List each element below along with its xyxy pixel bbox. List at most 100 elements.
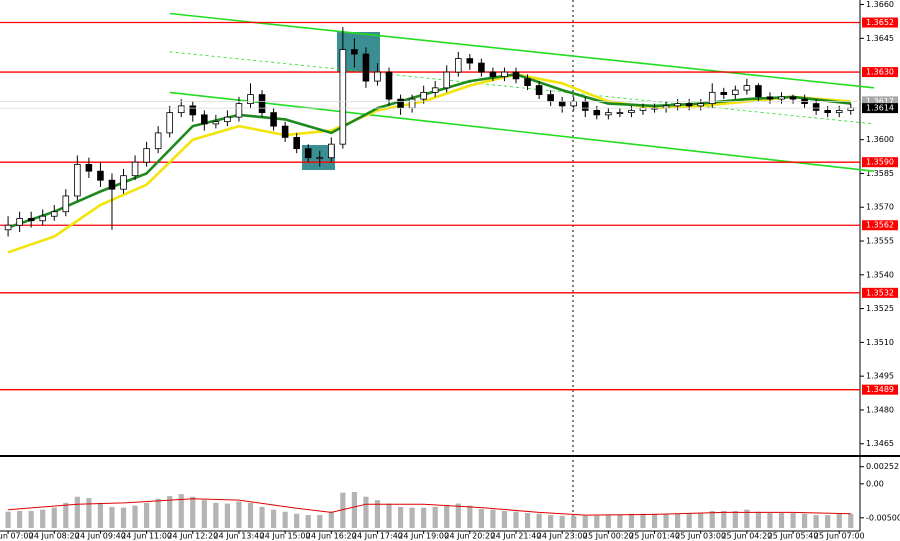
histogram-bar — [213, 502, 219, 528]
candle-body — [408, 98, 416, 109]
histogram-bar — [63, 502, 69, 528]
histogram-bar — [5, 511, 11, 528]
candle-body — [74, 164, 81, 197]
candle-body — [166, 112, 173, 134]
histogram-bar — [467, 505, 473, 528]
level-label: 1.3652 — [866, 18, 894, 27]
histogram-bar — [755, 511, 762, 528]
x-tick-label: 25 Jun 03:00 — [675, 532, 726, 541]
histogram-bar — [813, 515, 819, 528]
candle-body — [720, 91, 728, 96]
histogram-bar — [178, 494, 184, 528]
histogram-bar — [501, 511, 508, 528]
x-tick-label: 25 Jun 07:00 — [814, 532, 865, 541]
candle-body — [593, 109, 601, 116]
histogram-bar — [386, 503, 392, 528]
histogram-bar — [397, 506, 404, 528]
histogram-bar — [28, 511, 34, 528]
y-tick-label: 1.3510 — [866, 338, 894, 347]
candle-body — [778, 96, 785, 100]
candle-body — [789, 96, 797, 100]
histogram-bar — [97, 502, 104, 528]
candle-body — [27, 218, 35, 222]
level-label-box — [862, 17, 898, 28]
candle-body — [270, 112, 277, 127]
histogram-bar — [582, 515, 588, 528]
candle-body — [258, 94, 266, 114]
candle-body — [616, 112, 624, 115]
candle-body — [385, 71, 393, 100]
histogram-bar — [778, 513, 785, 528]
x-tick-label: 24 Jun 07:00 — [0, 532, 33, 541]
candle-body — [85, 164, 93, 172]
x-tick-label: 24 Jun 23:00 — [537, 532, 588, 541]
candle-body — [732, 89, 739, 96]
x-tick-label: 25 Jun 00:20 — [583, 532, 634, 541]
histogram-bar — [663, 513, 669, 528]
candle-body — [581, 100, 589, 111]
x-tick-label: 25 Jun 01:40 — [629, 532, 680, 541]
histogram-bar — [328, 511, 334, 528]
candle-body — [697, 103, 704, 107]
candle-body — [62, 195, 70, 213]
histogram-bar — [294, 513, 300, 528]
candle-body — [328, 143, 335, 159]
candle-body — [351, 49, 358, 55]
candle-body — [177, 105, 185, 114]
y-tick-label: 1.3600 — [866, 135, 894, 144]
histogram-bar — [640, 513, 646, 528]
y-tick-label: 1.3585 — [866, 169, 894, 178]
x-tick-label: 24 Jun 15:00 — [260, 532, 311, 541]
price-label: 1.3617 — [866, 97, 894, 106]
trendline — [169, 91, 874, 172]
histogram-bar — [374, 500, 381, 528]
trendline — [169, 12, 874, 89]
x-tick-label: 24 Jun 16:20 — [306, 532, 357, 541]
histogram-bar — [536, 513, 542, 528]
histogram-bar — [455, 503, 461, 528]
candle-body — [558, 100, 566, 107]
candle-body — [512, 71, 520, 80]
price-label-box — [862, 103, 898, 114]
level-label: 1.3630 — [866, 68, 894, 77]
y-tick-label: 1.3525 — [866, 304, 894, 313]
histogram-bar — [513, 511, 519, 528]
histogram-bar — [825, 515, 831, 528]
candle-body — [835, 109, 843, 114]
histogram-bar — [767, 513, 773, 528]
histogram-bar — [190, 496, 196, 528]
histogram-bar — [686, 513, 692, 528]
level-label: 1.3489 — [866, 385, 894, 394]
x-tick-label: 24 Jun 20:20 — [444, 532, 495, 541]
histogram-bar — [363, 496, 369, 528]
candle-body — [108, 179, 116, 190]
candle-body — [143, 148, 150, 163]
histogram-bar — [651, 513, 658, 528]
candle-body — [766, 96, 774, 100]
histogram-bar — [120, 507, 127, 528]
histogram-bar — [155, 498, 161, 528]
candle-body — [685, 103, 693, 107]
y-tick-label: 1.3645 — [866, 34, 894, 43]
histogram-bar — [744, 509, 750, 528]
candle-body — [743, 85, 751, 91]
y-tick-label: 1.3570 — [866, 203, 894, 212]
histogram-bar — [259, 506, 265, 528]
histogram-bar — [340, 492, 346, 528]
histogram-bar — [40, 509, 46, 528]
level-label-box — [862, 220, 898, 231]
x-tick-label: 24 Jun 13:40 — [214, 532, 265, 541]
histogram-bar — [548, 515, 554, 528]
histogram-bar — [109, 506, 115, 528]
level-label-box — [862, 67, 898, 78]
histogram-bar — [201, 500, 207, 528]
histogram-bar — [236, 501, 242, 528]
candle-body — [131, 161, 139, 177]
candle-body — [397, 98, 404, 109]
x-tick-label: 24 Jun 11:00 — [121, 532, 172, 541]
candle-body — [755, 85, 762, 98]
trendline — [169, 51, 874, 125]
candle-body — [466, 58, 474, 64]
histogram-bar — [524, 513, 531, 528]
